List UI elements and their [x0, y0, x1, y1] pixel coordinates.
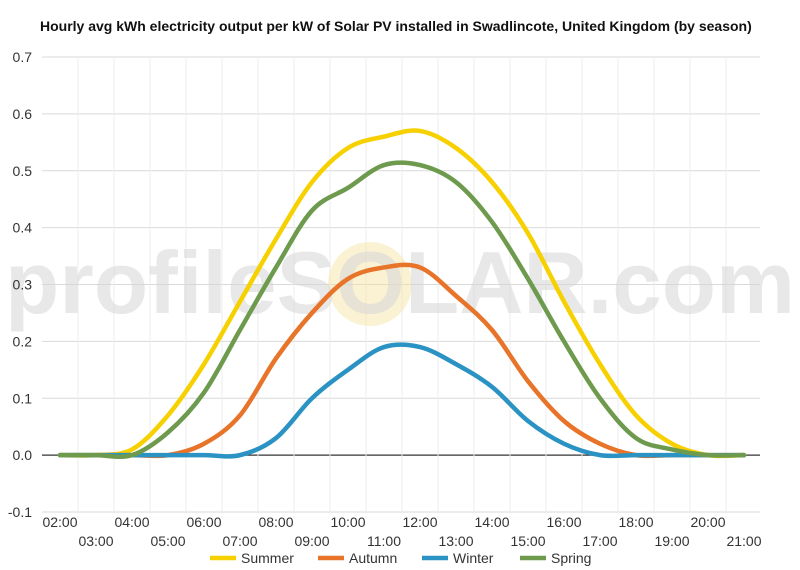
- series-line-summer: [57, 128, 747, 459]
- legend-label-summer: Summer: [241, 550, 294, 566]
- x-tick-label: 07:00: [222, 533, 257, 549]
- x-tick-label: 16:00: [546, 514, 581, 530]
- x-tick-label: 13:00: [438, 533, 473, 549]
- y-tick-label: 0.4: [13, 220, 33, 236]
- x-tick-label: 15:00: [510, 533, 545, 549]
- x-tick-label: 09:00: [294, 533, 329, 549]
- x-tick-label: 14:00: [474, 514, 509, 530]
- watermark-sun-logo: [328, 242, 412, 326]
- x-tick-label: 10:00: [330, 514, 365, 530]
- legend-label-spring: Spring: [551, 550, 591, 566]
- y-tick-label: 0.0: [13, 447, 33, 463]
- x-tick-label: 19:00: [654, 533, 689, 549]
- x-tick-label: 21:00: [726, 533, 761, 549]
- x-tick-label: 20:00: [690, 514, 725, 530]
- x-tick-label: 04:00: [114, 514, 149, 530]
- x-tick-label: 02:00: [42, 514, 77, 530]
- y-tick-label: 0.1: [13, 390, 33, 406]
- x-tick-label: 11:00: [367, 533, 401, 549]
- legend-label-winter: Winter: [453, 550, 494, 566]
- y-tick-label: 0.7: [13, 49, 33, 65]
- y-tick-label: 0.2: [13, 333, 33, 349]
- watermark-layer: profileSOLAR.com: [5, 233, 795, 332]
- x-tick-label: 17:00: [582, 533, 617, 549]
- y-tick-label: -0.1: [8, 504, 32, 520]
- x-tick-label: 03:00: [78, 533, 113, 549]
- legend: Summer Autumn Winter Spring: [210, 550, 591, 566]
- x-tick-label: 12:00: [402, 514, 437, 530]
- y-tick-label: 0.3: [13, 277, 33, 293]
- legend-label-autumn: Autumn: [349, 550, 397, 566]
- chart-title: Hourly avg kWh electricity output per kW…: [40, 18, 752, 34]
- y-tick-label: 0.6: [13, 106, 33, 122]
- x-tick-label: 18:00: [618, 514, 653, 530]
- x-tick-label: 08:00: [258, 514, 293, 530]
- series-line-winter: [57, 342, 747, 459]
- axis-layer: -0.1 0.0 0.1 0.2 0.3 0.4 0.5 0.6 0.7 02:0003:0004…: [8, 49, 762, 549]
- x-tick-label: 05:00: [150, 533, 185, 549]
- series-line-spring: [57, 160, 747, 460]
- series-layer: [57, 128, 747, 460]
- x-tick-label: 06:00: [186, 514, 221, 530]
- y-tick-label: 0.5: [13, 163, 33, 179]
- watermark-text: profileSOLAR.com: [5, 233, 795, 332]
